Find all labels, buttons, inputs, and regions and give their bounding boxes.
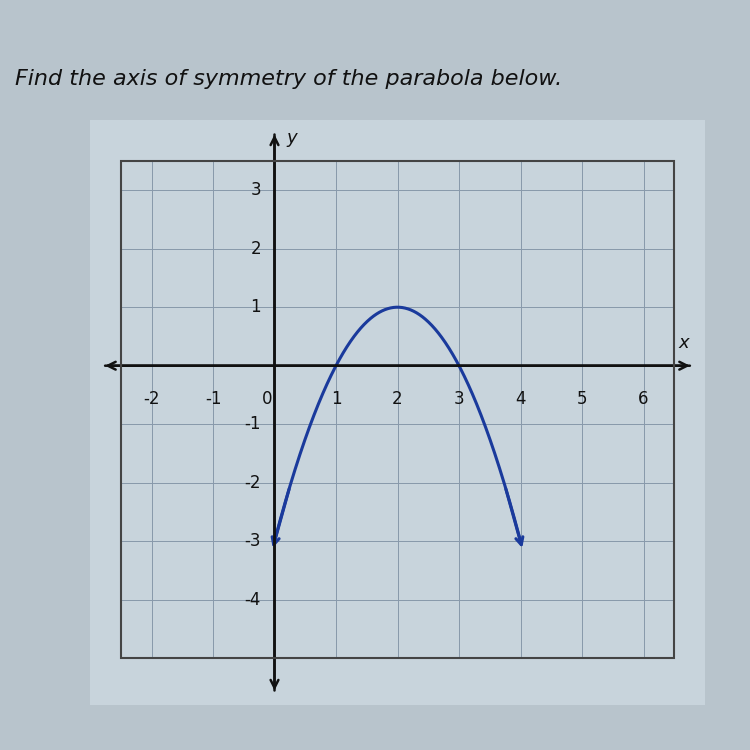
Text: 2: 2 xyxy=(392,390,403,408)
Text: 6: 6 xyxy=(638,390,649,408)
Text: -2: -2 xyxy=(143,390,160,408)
Text: 0: 0 xyxy=(262,390,272,408)
Text: 4: 4 xyxy=(515,390,526,408)
Text: -3: -3 xyxy=(244,532,261,550)
Text: 2: 2 xyxy=(251,240,261,258)
Bar xyxy=(121,161,674,658)
Text: y: y xyxy=(286,128,297,146)
Text: -1: -1 xyxy=(244,416,261,434)
Text: 1: 1 xyxy=(331,390,341,408)
Text: 3: 3 xyxy=(251,182,261,200)
Text: -2: -2 xyxy=(244,474,261,492)
Text: -4: -4 xyxy=(244,591,261,609)
Text: 1: 1 xyxy=(251,298,261,316)
Text: 3: 3 xyxy=(454,390,464,408)
Text: x: x xyxy=(678,334,688,352)
Text: Find the axis of symmetry of the parabola below.: Find the axis of symmetry of the parabol… xyxy=(15,69,562,88)
Text: 5: 5 xyxy=(577,390,587,408)
Text: -1: -1 xyxy=(205,390,221,408)
